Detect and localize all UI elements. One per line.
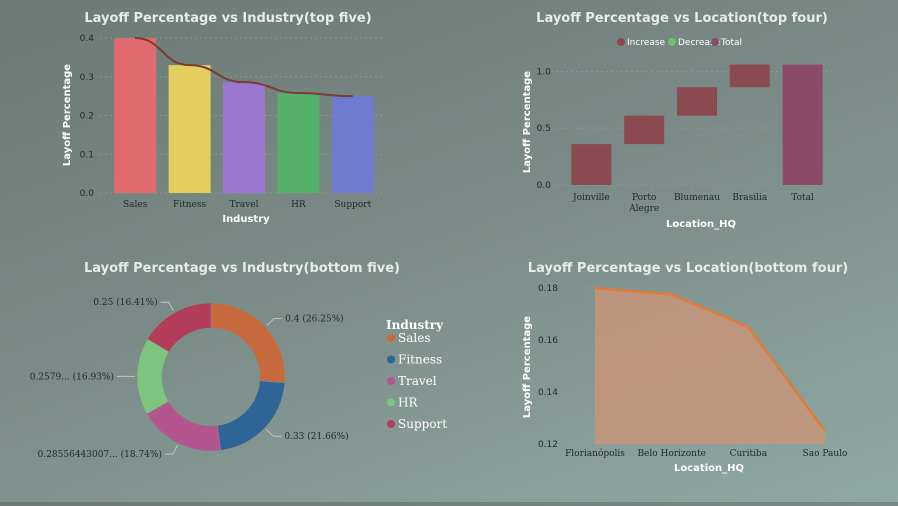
x-tick-label: Curitiba xyxy=(730,449,768,459)
legend-label-hr: HR xyxy=(398,396,418,410)
bar-fitness xyxy=(169,65,211,193)
x-tick-label: Sao Paulo xyxy=(803,449,848,459)
chart-top-location: Layoff Percentage vs Location(top four) … xyxy=(449,0,898,240)
legend-marker-hr xyxy=(387,399,395,407)
x-tick-label: Alegre xyxy=(628,204,659,214)
bar-travel xyxy=(223,82,265,193)
y-axis-title: Layoff Percentage xyxy=(522,71,533,173)
data-label: 0.25 (16.41%) xyxy=(93,297,157,308)
x-tick-label: Fitness xyxy=(173,200,206,210)
waterfall-bar xyxy=(677,87,717,115)
legend-label-travel: Travel xyxy=(398,374,437,388)
x-tick-label: Sales xyxy=(123,200,148,210)
chart-top-location-panel: Layoff Percentage vs Location(top four) … xyxy=(449,0,898,240)
bar-sales xyxy=(114,38,156,193)
x-tick-label: HR xyxy=(291,200,306,210)
legend-marker-fitness xyxy=(387,356,395,364)
chart-bottom-location: Layoff Percentage vs Location(bottom fou… xyxy=(449,250,898,502)
donut-slice-sales xyxy=(211,303,285,383)
chart-title: Layoff Percentage vs Industry(top five) xyxy=(84,11,371,26)
chart-title: Layoff Percentage vs Industry(bottom fiv… xyxy=(84,261,400,276)
data-label: 0.28556443007... (18.74%) xyxy=(38,449,162,460)
x-axis-title: Industry xyxy=(222,214,270,225)
bar-support xyxy=(332,96,374,193)
chart-bottom-location-panel: Layoff Percentage vs Location(bottom fou… xyxy=(449,250,898,502)
data-label: 0.33 (21.66%) xyxy=(284,431,348,442)
y-tick-label: 1.0 xyxy=(537,67,552,77)
x-tick-label: Support xyxy=(334,200,371,210)
y-tick-label: 0.2 xyxy=(80,112,94,122)
chart-top-industry-panel: Layoff Percentage vs Industry(top five) … xyxy=(0,0,449,240)
legend-label-sales: Sales xyxy=(398,331,430,345)
donut-slice-travel xyxy=(147,402,221,451)
chart-bottom-industry: Layoff Percentage vs Industry(bottom fiv… xyxy=(0,250,449,502)
x-axis-title: Location_HQ xyxy=(666,219,736,230)
legend-label-total: Total xyxy=(720,38,742,48)
waterfall-bar xyxy=(624,116,664,144)
legend-marker-increase xyxy=(617,38,625,46)
leader-line xyxy=(165,445,177,454)
x-tick-label: Florianópolis xyxy=(565,448,625,459)
x-tick-label: Brasilia xyxy=(732,193,768,203)
chart-bottom-industry-panel: Layoff Percentage vs Industry(bottom fiv… xyxy=(0,250,449,502)
legend-title: Industry xyxy=(386,318,444,332)
waterfall-bar xyxy=(783,65,823,185)
chart-title: Layoff Percentage vs Location(top four) xyxy=(536,11,828,26)
data-label: 0.2579... (16.93%) xyxy=(30,371,114,382)
donut-slice-hr xyxy=(137,339,169,414)
x-tick-label: Travel xyxy=(230,200,259,210)
x-tick-label: Belo Horizonte xyxy=(637,449,705,459)
y-tick-label: 0.14 xyxy=(538,388,558,398)
leader-line xyxy=(161,302,174,311)
y-tick-label: 0.0 xyxy=(537,181,552,191)
legend-label-increase: Increase xyxy=(627,38,666,48)
chart-top-industry: Layoff Percentage vs Industry(top five) … xyxy=(0,0,449,240)
bar-hr xyxy=(277,93,319,193)
y-tick-label: 0.12 xyxy=(538,440,558,450)
legend-label-fitness: Fitness xyxy=(398,353,442,367)
y-axis-title: Layoff Percentage xyxy=(522,316,533,418)
leader-line xyxy=(267,319,282,326)
legend-marker-decrease xyxy=(668,38,676,46)
x-tick-label: Total xyxy=(791,193,814,203)
waterfall-bar xyxy=(571,144,611,185)
y-tick-label: 0.18 xyxy=(538,284,558,294)
donut-slice-fitness xyxy=(217,381,284,451)
chart-title: Layoff Percentage vs Location(bottom fou… xyxy=(528,261,848,276)
legend-marker-sales xyxy=(387,334,395,342)
legend-label-support: Support xyxy=(398,417,447,431)
y-tick-label: 0.16 xyxy=(538,336,558,346)
y-axis-title: Layoff Percentage xyxy=(62,64,73,166)
waterfall-bar xyxy=(730,65,770,88)
y-tick-label: 0.1 xyxy=(80,150,94,160)
x-tick-label: Porto xyxy=(632,193,656,203)
x-axis-title: Location_HQ xyxy=(674,463,744,474)
legend-marker-travel xyxy=(387,377,395,385)
y-tick-label: 0.3 xyxy=(80,73,94,83)
leader-line xyxy=(266,429,281,436)
x-tick-label: Blumenau xyxy=(674,193,720,203)
legend-marker-support xyxy=(387,420,395,428)
donut-slice-support xyxy=(148,303,211,352)
y-tick-label: 0.0 xyxy=(80,189,95,199)
x-tick-label: Joinville xyxy=(572,193,610,203)
data-label: 0.4 (26.25%) xyxy=(285,314,344,325)
y-tick-label: 0.4 xyxy=(80,34,95,44)
legend-marker-total xyxy=(711,38,719,46)
y-tick-label: 0.5 xyxy=(537,124,551,134)
